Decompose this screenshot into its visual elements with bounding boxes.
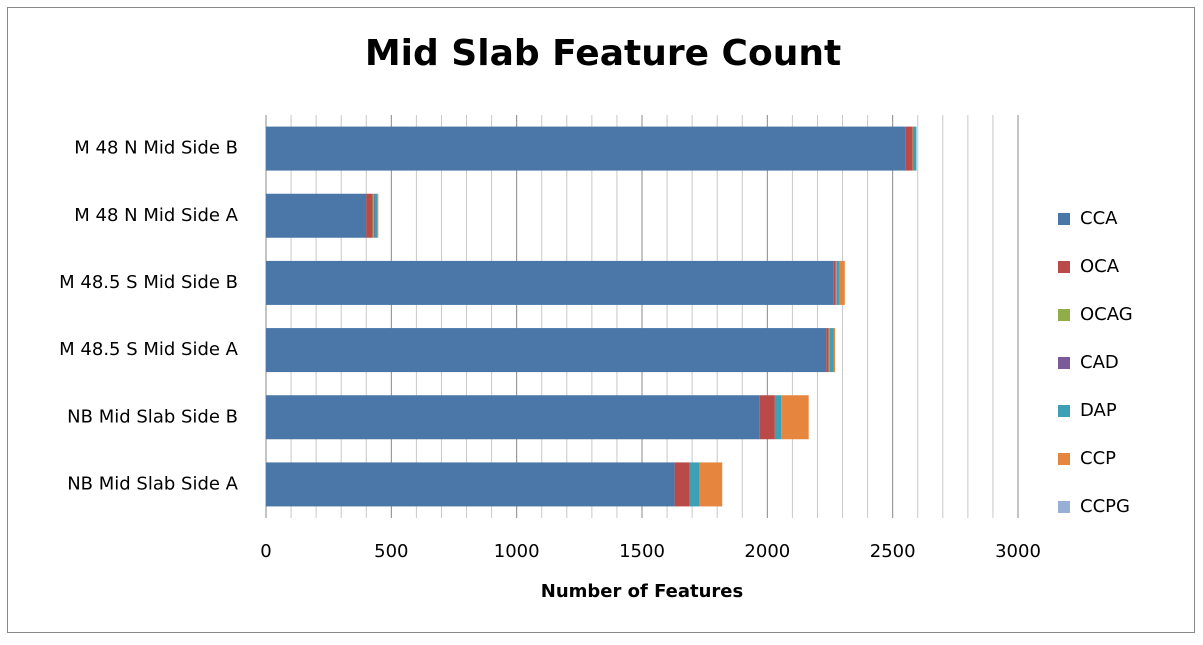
bar-segment (674, 462, 690, 507)
bar-segment (266, 126, 906, 171)
bar-segment (781, 395, 809, 440)
x-tick-label: 500 (374, 541, 408, 562)
bar-segment (759, 395, 775, 440)
bar-segment (829, 328, 834, 373)
bar-segment (774, 395, 782, 440)
bar-segment (829, 328, 830, 373)
bar-segment (833, 328, 836, 373)
y-tick-label: M 48 N Mid Side B (74, 138, 238, 159)
legend-label: DAP (1080, 400, 1117, 421)
bar-segment (913, 126, 917, 171)
legend-label: OCAG (1080, 304, 1133, 325)
x-tick-label: 2000 (744, 541, 790, 562)
x-tick-label: 1500 (619, 541, 665, 562)
x-tick-label: 0 (260, 541, 271, 562)
legend-label: CAD (1080, 352, 1119, 373)
bar-segment (826, 328, 829, 373)
bar-segment (266, 462, 675, 507)
bar-segment (828, 328, 830, 373)
x-tick-label: 1000 (494, 541, 540, 562)
bar-segment (266, 328, 827, 373)
legend-swatch (1058, 213, 1070, 225)
legend-swatch (1058, 405, 1070, 417)
legend-swatch (1058, 357, 1070, 369)
legend-swatch (1058, 261, 1070, 273)
legend-label: CCA (1080, 208, 1118, 229)
bar-segment (839, 260, 845, 305)
bar-segment (835, 260, 837, 305)
legend-swatch (1058, 453, 1070, 465)
x-tick-label: 2500 (870, 541, 916, 562)
y-tick-label: M 48.5 S Mid Side B (59, 272, 238, 293)
legend-swatch (1058, 501, 1070, 513)
y-tick-label: NB Mid Slab Side A (67, 473, 238, 494)
y-tick-label: NB Mid Slab Side B (67, 406, 238, 427)
y-tick-label: M 48 N Mid Side A (74, 205, 238, 226)
bar-segment (836, 260, 840, 305)
bar-segment (836, 260, 837, 305)
legend-label: OCA (1080, 256, 1120, 277)
bar-segment (266, 260, 834, 305)
bar-segment (905, 126, 913, 171)
legend-label: CCPG (1080, 496, 1130, 517)
x-axis-title: Number of Features (541, 581, 743, 602)
legend-swatch (1058, 309, 1070, 321)
bar-segment (833, 260, 836, 305)
bar-segment (372, 193, 374, 238)
bar-segment (912, 126, 914, 171)
chart-title: Mid Slab Feature Count (365, 33, 841, 74)
chart-frame (7, 7, 1195, 633)
bar-segment (366, 193, 373, 238)
bar-segment (913, 126, 914, 171)
bar-segment (374, 193, 378, 238)
legend-label: CCP (1080, 448, 1116, 469)
bar-segment (373, 193, 375, 238)
bar-segment (377, 193, 379, 238)
bar-segment (699, 462, 723, 507)
bar-segment (266, 395, 760, 440)
x-tick-label: 3000 (995, 541, 1041, 562)
bar-segment (266, 193, 367, 238)
y-tick-label: M 48.5 S Mid Side A (59, 339, 239, 360)
bar-segment (689, 462, 700, 507)
